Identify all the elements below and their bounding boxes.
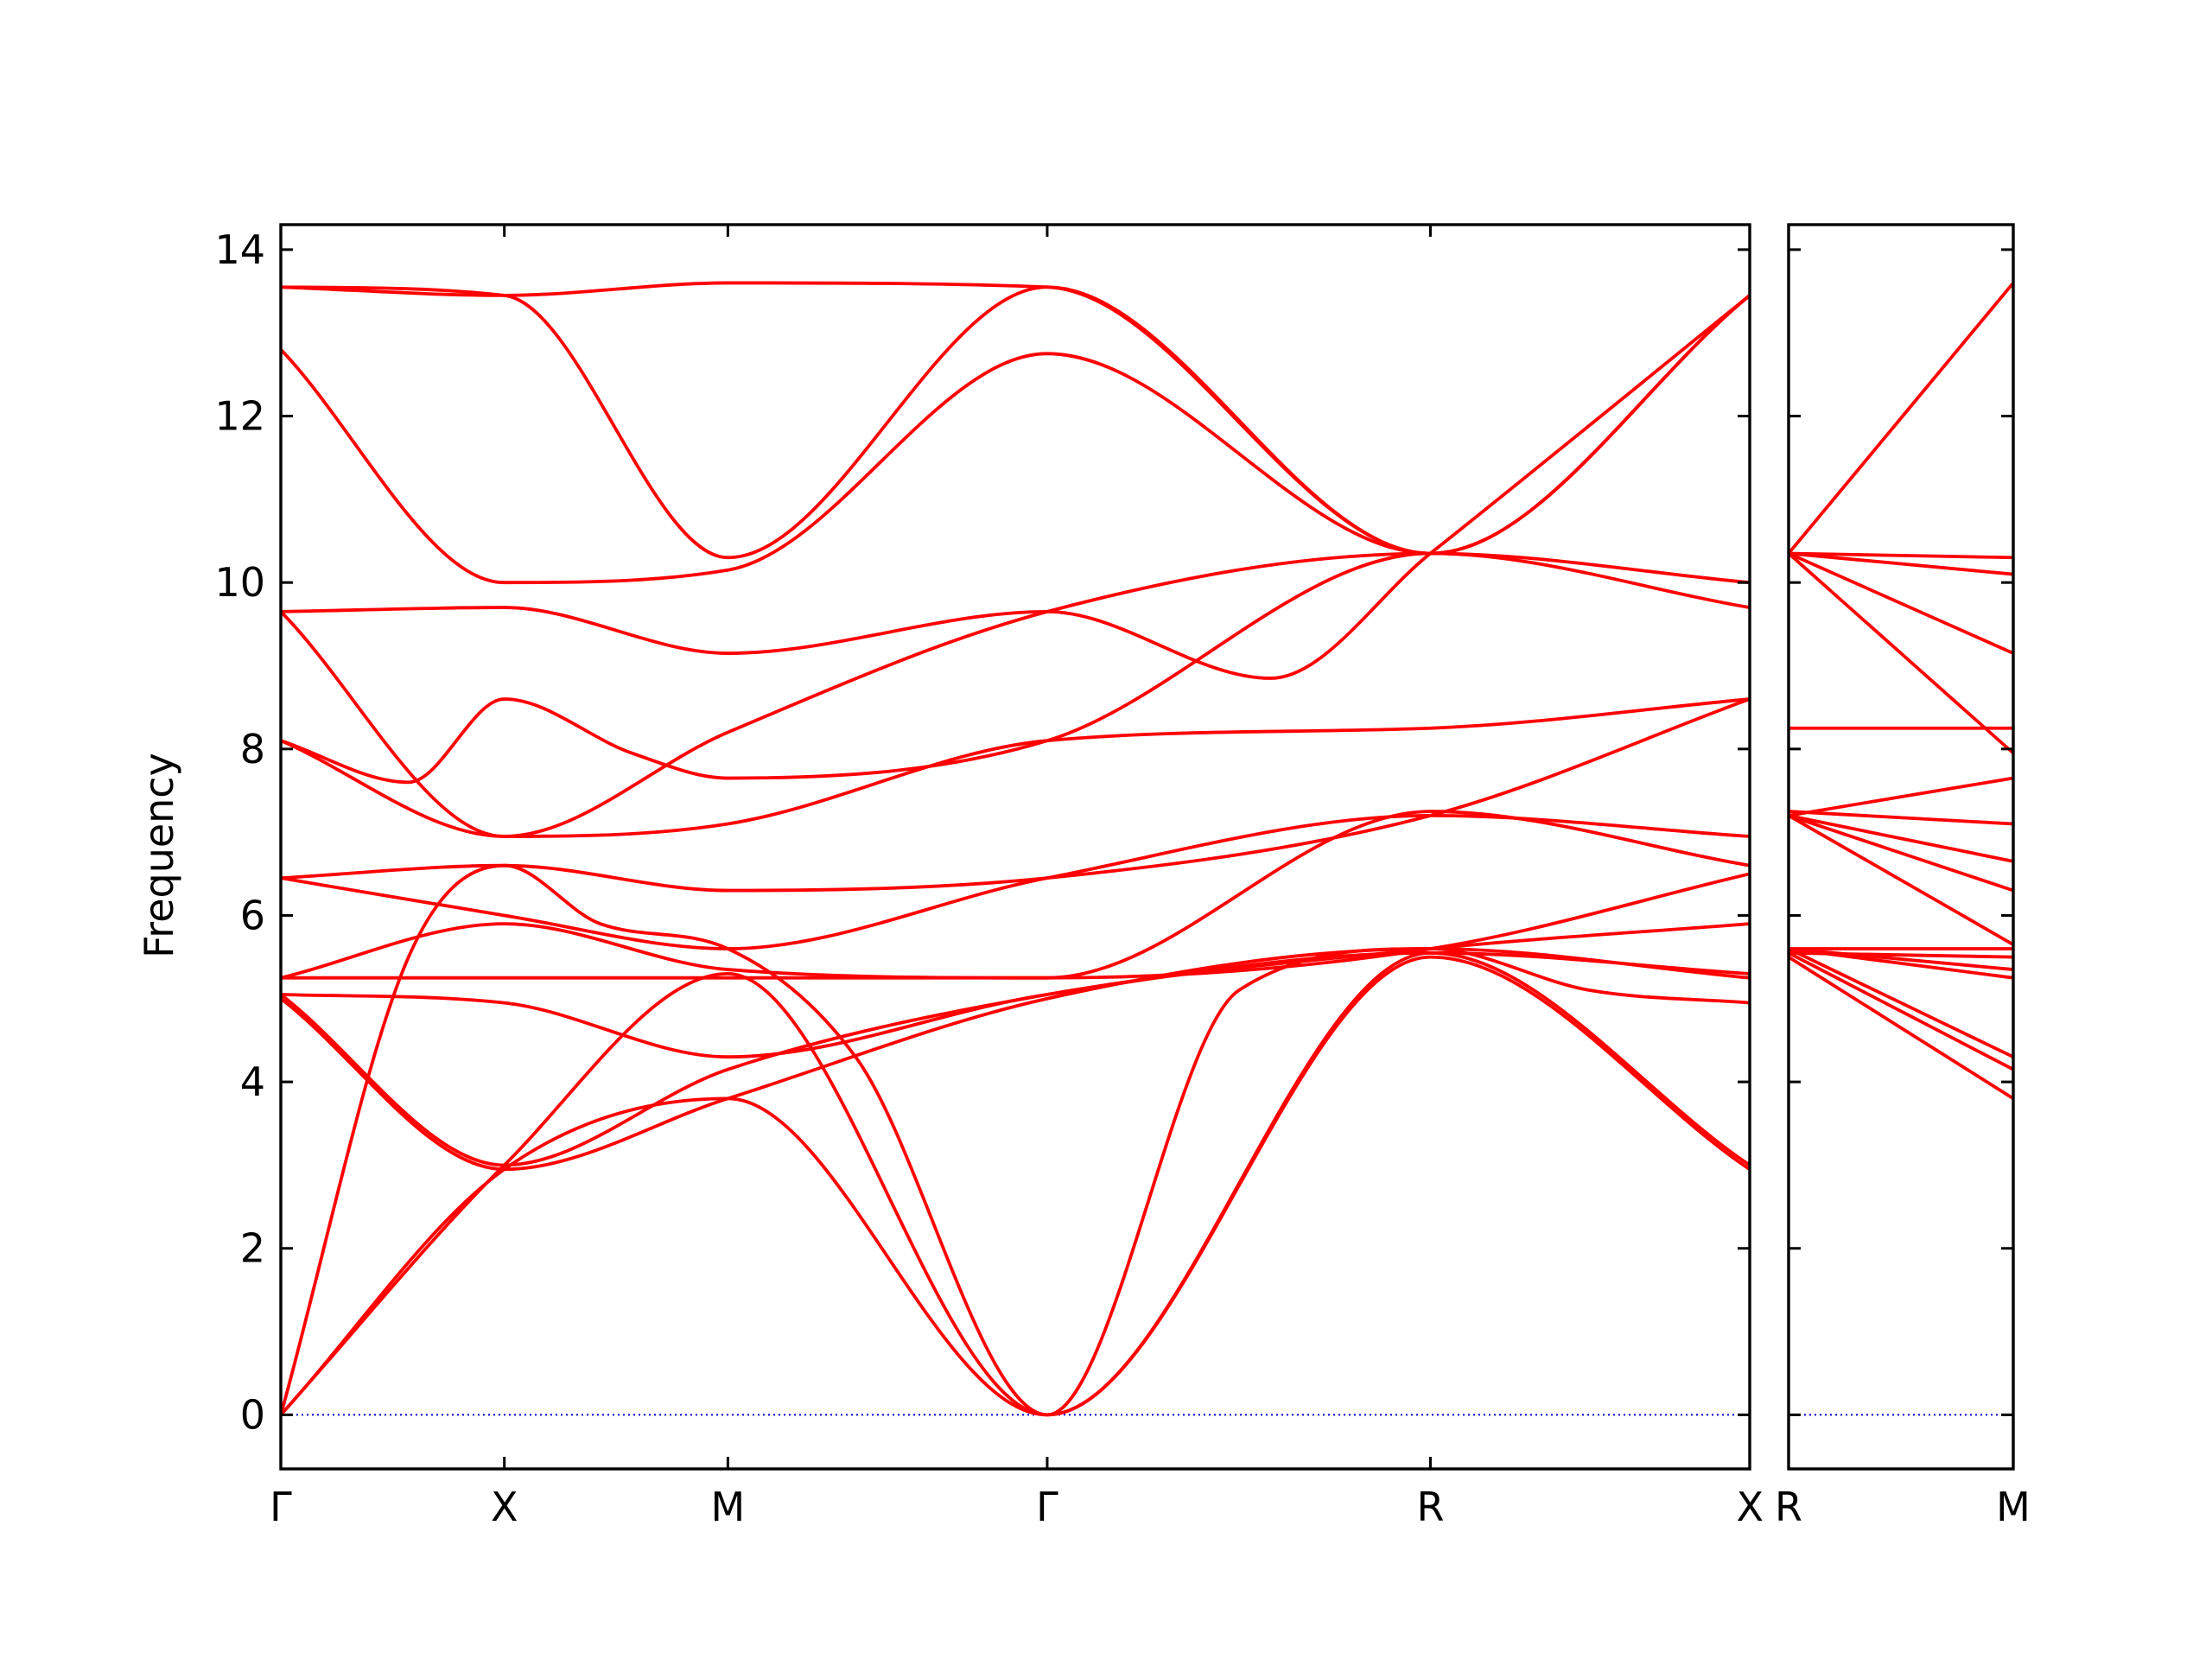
band-line-2 [281,950,1750,1417]
band-line-17 [1789,551,2013,560]
band-line-1 [1789,955,2013,1101]
x-tick-label: Γ [270,1484,292,1530]
band-line-11 [1789,810,2013,826]
band-line-6 [281,950,1750,1059]
band-line-15 [1789,551,2013,655]
plot-frame [279,223,1751,1471]
x-tick-label: X [491,1484,518,1530]
band-line-3 [281,863,1750,1417]
band-line-5 [281,922,1750,1167]
x-tick-label: Γ [1036,1484,1058,1530]
band-line-8 [1789,813,2013,947]
band-line-16 [1789,551,2013,576]
y-tick-label: 2 [240,1225,265,1272]
y-tick-label: 4 [240,1058,265,1105]
band-line-7 [281,872,1750,980]
y-tick-label: 10 [214,559,265,606]
band-line-9 [281,813,1750,950]
x-tick-label: M [711,1484,746,1530]
bands [1789,281,2013,1101]
band-line-17 [281,281,1750,556]
band-line-8 [281,810,1750,980]
y-tick-label: 12 [214,393,265,440]
x-tick-label: X [1736,1484,1764,1530]
band-line-1 [281,955,1750,1417]
x-tick-label: M [1996,1484,2031,1530]
y-tick-label: 14 [214,226,265,273]
y-tick-label: 6 [240,892,265,938]
band-line-11 [281,697,1750,838]
bands [281,281,1750,1417]
band-line-9 [1789,813,2013,893]
x-tick-label: R [1775,1484,1802,1530]
band-line-10 [1789,813,2013,863]
panel-1: 0 2 4 6 8 10 12 14 Γ X M Γ R X [214,223,1764,1530]
band-line-3 [1789,947,2013,1059]
band-line-2 [1789,950,2013,1071]
band-line-5 [1789,947,2013,971]
band-line-12 [281,551,1750,785]
y-tick-label: 0 [240,1391,265,1438]
band-line-10 [281,697,1750,893]
band-line-6 [1789,950,2013,959]
band-line-14 [281,293,1750,680]
band-line-18 [1789,281,2013,556]
band-line-16 [281,285,1750,560]
band-line-15 [281,293,1750,585]
band-line-12 [1789,776,2013,817]
band-line-13 [281,551,1750,838]
x-tick-label: R [1416,1484,1444,1530]
band-line-14 [1789,551,2013,755]
band-line-4 [281,947,1750,1172]
y-axis-title: Frequency [136,753,182,958]
plot-frame [1787,223,2015,1471]
y-tick-label: 8 [240,726,265,772]
